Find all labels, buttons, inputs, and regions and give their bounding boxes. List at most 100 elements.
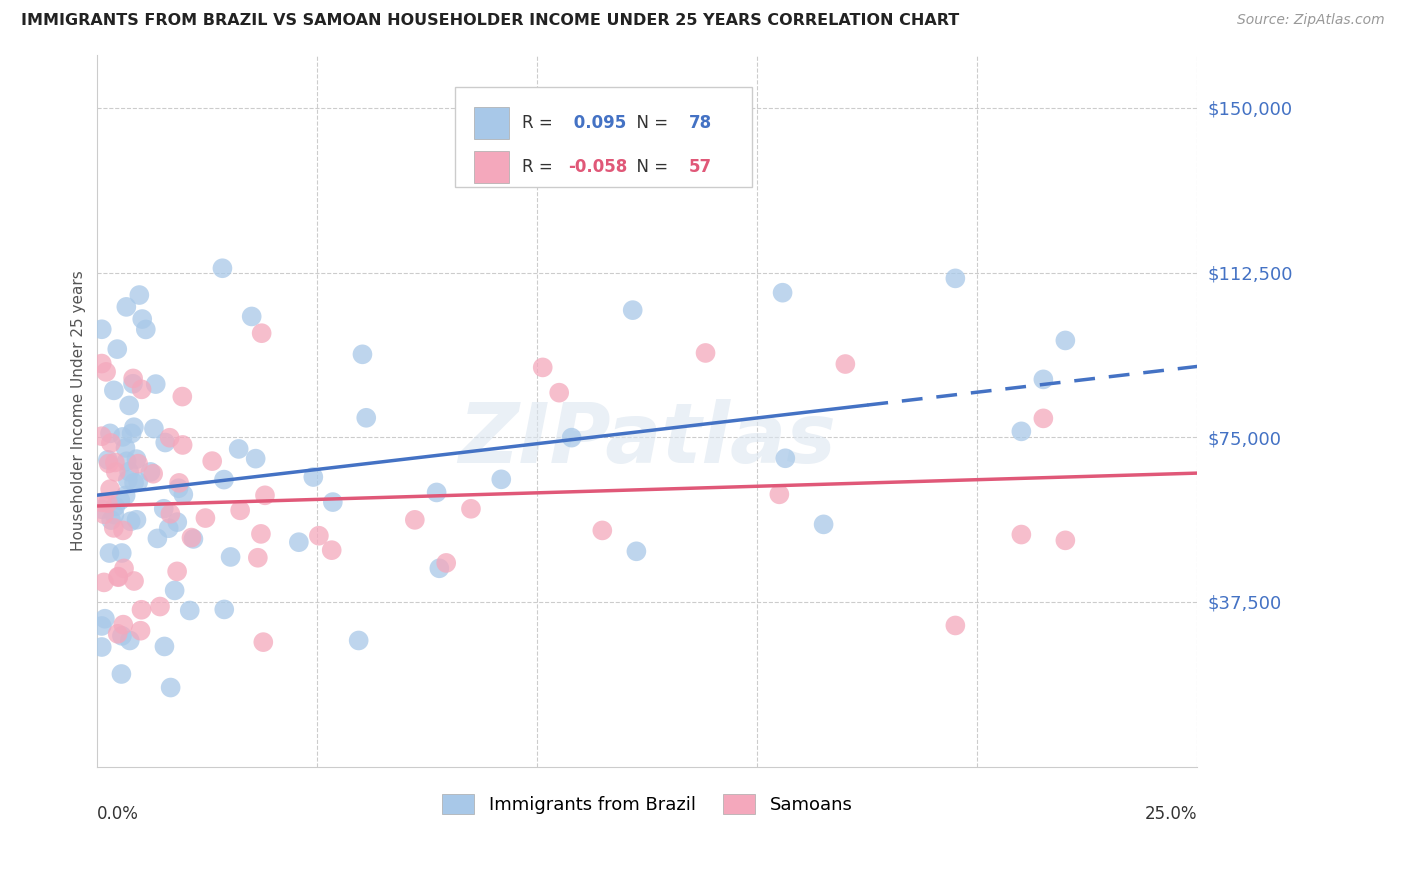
Point — [118, 399, 141, 413]
Point — [354, 410, 377, 425]
Point — [111, 629, 134, 643]
Text: 0.0%: 0.0% — [97, 805, 139, 823]
Point — [347, 633, 370, 648]
Point — [121, 426, 143, 441]
Point — [122, 371, 145, 385]
Text: 25.0%: 25.0% — [1144, 805, 1198, 823]
Point — [127, 475, 149, 489]
Point — [98, 426, 121, 441]
Point — [112, 561, 135, 575]
Point — [118, 633, 141, 648]
Point — [159, 681, 181, 695]
Point — [153, 640, 176, 654]
Point — [110, 493, 132, 508]
Point — [90, 322, 112, 336]
Point — [103, 521, 125, 535]
Point — [122, 475, 145, 490]
FancyBboxPatch shape — [474, 107, 509, 139]
Point — [104, 465, 127, 479]
Point — [100, 436, 122, 450]
Point — [250, 326, 273, 341]
Point — [118, 465, 141, 479]
Point — [194, 511, 217, 525]
Point — [97, 457, 120, 471]
Point — [246, 550, 269, 565]
Text: R =: R = — [522, 158, 558, 176]
Point — [107, 627, 129, 641]
Point — [139, 465, 162, 479]
Point — [426, 485, 449, 500]
Point — [322, 495, 344, 509]
Point — [561, 431, 583, 445]
Point — [166, 515, 188, 529]
Point — [120, 514, 142, 528]
Point — [159, 431, 181, 445]
Point — [240, 310, 263, 324]
Point — [1054, 334, 1077, 348]
Point — [146, 532, 169, 546]
Point — [1054, 533, 1077, 548]
Point — [1032, 372, 1054, 386]
Point — [183, 532, 205, 546]
Point — [93, 508, 115, 522]
Point — [115, 300, 138, 314]
Point — [152, 501, 174, 516]
Text: IMMIGRANTS FROM BRAZIL VS SAMOAN HOUSEHOLDER INCOME UNDER 25 YEARS CORRELATION C: IMMIGRANTS FROM BRAZIL VS SAMOAN HOUSEHO… — [21, 13, 959, 29]
Point — [131, 383, 153, 397]
Point — [122, 420, 145, 434]
Point — [142, 467, 165, 481]
Point — [172, 438, 194, 452]
Point — [103, 384, 125, 398]
Text: 0.095: 0.095 — [568, 114, 627, 132]
Point — [245, 451, 267, 466]
Point — [253, 488, 276, 502]
Point — [114, 488, 136, 502]
Point — [107, 569, 129, 583]
Point — [404, 513, 426, 527]
Point — [212, 602, 235, 616]
Point — [90, 357, 112, 371]
Point — [1032, 411, 1054, 425]
Text: 78: 78 — [689, 114, 713, 132]
Point — [94, 365, 117, 379]
Point — [229, 503, 252, 517]
Point — [352, 347, 374, 361]
Point — [434, 556, 457, 570]
Point — [250, 527, 273, 541]
Point — [97, 453, 120, 467]
Point — [115, 454, 138, 468]
Point — [117, 473, 139, 487]
Point — [591, 524, 613, 538]
Point — [1010, 527, 1032, 541]
Point — [155, 435, 177, 450]
Point — [548, 385, 571, 400]
Point — [1010, 425, 1032, 439]
Point — [97, 496, 120, 510]
Point — [772, 285, 794, 300]
Point — [98, 482, 121, 496]
Point — [228, 442, 250, 456]
Point — [943, 271, 966, 285]
Point — [112, 617, 135, 632]
Point — [111, 524, 134, 538]
Point — [94, 612, 117, 626]
FancyBboxPatch shape — [474, 151, 509, 183]
Point — [110, 667, 132, 681]
Point — [125, 452, 148, 467]
Legend: Immigrants from Brazil, Samoans: Immigrants from Brazil, Samoans — [434, 786, 860, 822]
Point — [127, 457, 149, 471]
Text: N =: N = — [627, 158, 673, 176]
Text: Source: ZipAtlas.com: Source: ZipAtlas.com — [1237, 13, 1385, 28]
Point — [142, 422, 165, 436]
Point — [172, 487, 194, 501]
Point — [104, 455, 127, 469]
Y-axis label: Householder Income Under 25 years: Householder Income Under 25 years — [72, 270, 86, 551]
Text: ZIPatlas: ZIPatlas — [458, 399, 837, 480]
Point — [834, 357, 856, 371]
Point — [122, 376, 145, 391]
Point — [159, 507, 181, 521]
Point — [131, 312, 153, 326]
Point — [114, 441, 136, 455]
Point — [768, 487, 790, 501]
Point — [943, 618, 966, 632]
